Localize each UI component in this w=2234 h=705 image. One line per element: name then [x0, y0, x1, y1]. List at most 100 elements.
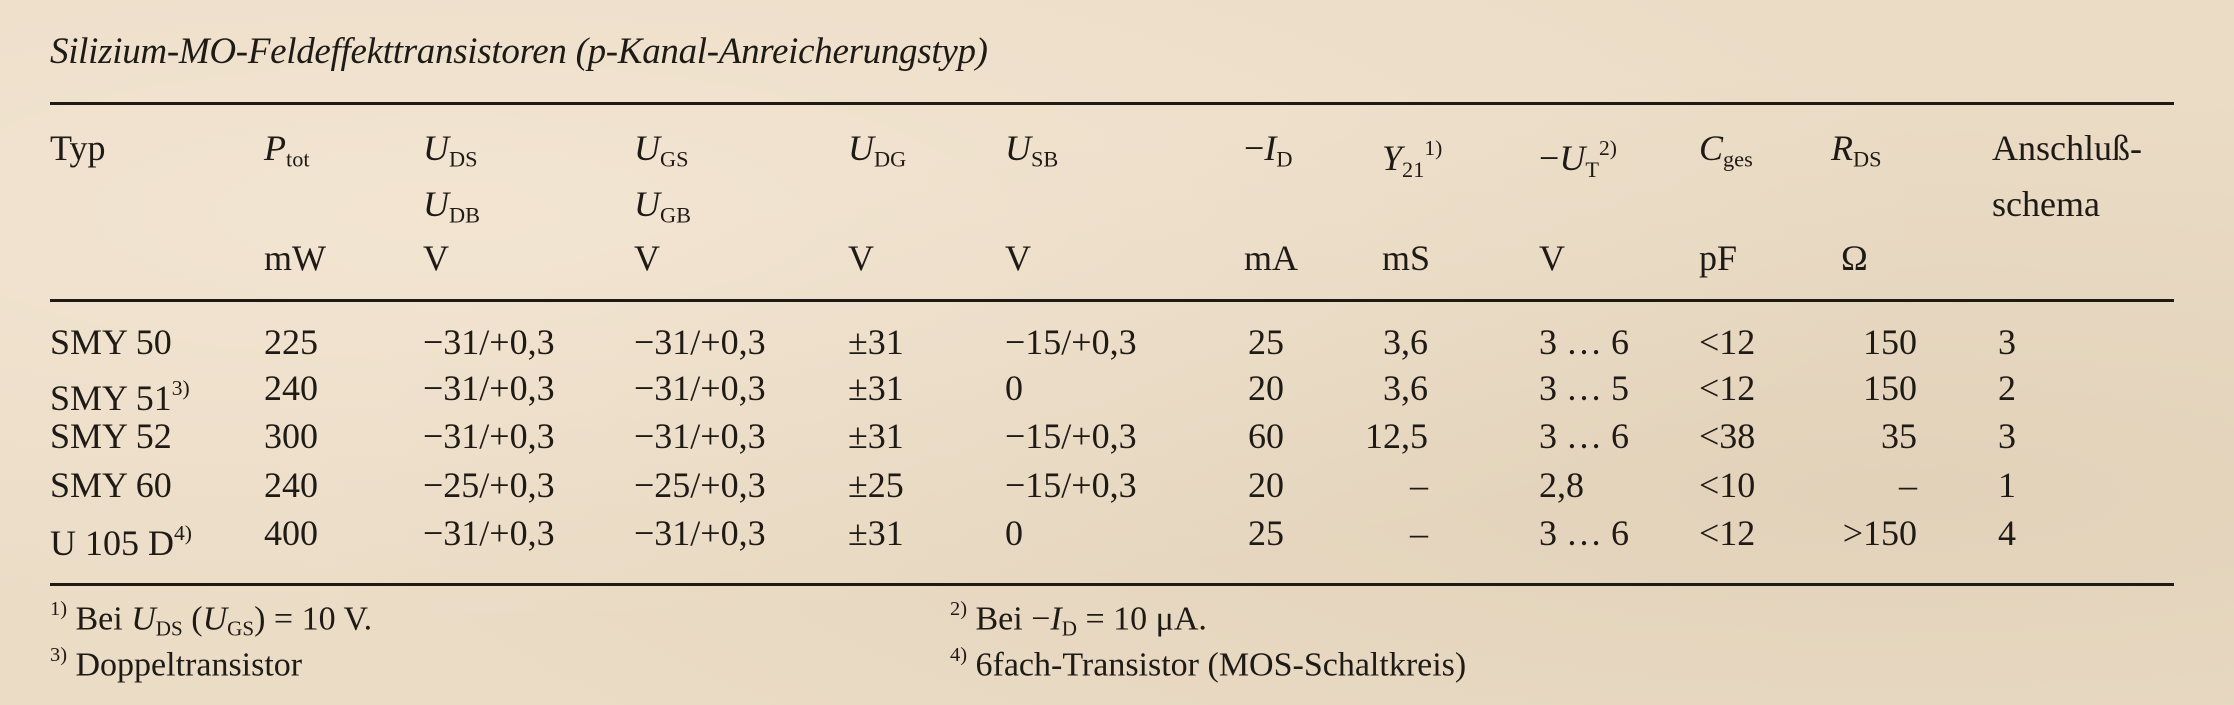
cell-9: <12: [1699, 322, 1756, 362]
footnote-text: Bei −: [975, 600, 1051, 638]
header-5-line1: USB: [1005, 128, 1058, 180]
cell-5: −15/+0,3: [1005, 416, 1137, 456]
cell-8: 3 … 5: [1539, 368, 1629, 408]
footnote-mark: 3): [50, 644, 67, 666]
header-9-unit: pF: [1699, 238, 1738, 278]
subscript: 21: [1402, 156, 1425, 182]
header-10-unit: Ω: [1841, 238, 1868, 278]
cell-5: −15/+0,3: [1005, 465, 1137, 505]
type-name: U 105 D: [50, 523, 174, 564]
subscript: DS: [155, 616, 183, 641]
cell-8: 3 … 6: [1539, 513, 1629, 553]
cell-9: <38: [1699, 416, 1756, 456]
cell-4: ±31: [848, 322, 904, 362]
header-4-unit: V: [848, 238, 874, 278]
footnote-mark: 1): [50, 598, 67, 620]
cell-1: 240: [264, 368, 318, 408]
header-4-line1: UDG: [848, 128, 906, 180]
type-name: SMY 52: [50, 416, 172, 456]
footnote-text: Bei: [75, 600, 132, 638]
symbol: U: [1559, 138, 1586, 179]
footnote-mark: 4): [950, 644, 967, 666]
subscript: GS: [660, 146, 689, 172]
header-9-line1: Cges: [1699, 128, 1753, 180]
cell-3: −25/+0,3: [634, 465, 766, 505]
cell-5: 0: [1005, 513, 1023, 553]
cell-4: ±31: [848, 368, 904, 408]
cell-6: 20: [1248, 368, 1284, 408]
symbol: P: [264, 128, 286, 168]
header-2-line2: UDB: [423, 184, 480, 236]
cell-typ: U 105 D4): [50, 513, 192, 563]
subscript: SB: [1031, 146, 1059, 172]
subscript: GB: [660, 202, 691, 228]
cell-10: >150: [1842, 513, 1917, 553]
header-0-line1: Typ: [50, 128, 105, 168]
cell-typ: SMY 52: [50, 416, 172, 456]
subscript: D: [1276, 146, 1293, 172]
header-6-line1: −ID: [1244, 128, 1292, 180]
symbol: C: [1699, 128, 1724, 168]
header-3-unit: V: [634, 238, 660, 278]
cell-3: −31/+0,3: [634, 513, 766, 553]
cell-9: <12: [1699, 368, 1756, 408]
cell-9: <12: [1699, 513, 1756, 553]
subscript: DS: [1853, 146, 1882, 172]
cell-4: ±25: [848, 465, 904, 505]
cell-6: 60: [1248, 416, 1284, 456]
header-7-line1: Y211): [1382, 128, 1442, 190]
cell-typ: SMY 60: [50, 465, 172, 505]
footnote-ref: 4): [174, 521, 192, 545]
header-rule: [50, 299, 2174, 302]
cell-11: 3: [1998, 416, 2016, 456]
symbol: Y: [1382, 138, 1403, 179]
cell-5: −15/+0,3: [1005, 322, 1137, 362]
footnote-text: 6fach-Transistor (MOS-Schaltkreis): [975, 646, 1467, 684]
header-1-line1: Ptot: [264, 128, 310, 180]
symbol: U: [634, 184, 660, 224]
symbol: R: [1831, 128, 1853, 168]
symbol: U: [1005, 128, 1031, 168]
header-2-line1: UDS: [423, 128, 478, 180]
minus-sign: −: [1539, 138, 1560, 179]
cell-2: −31/+0,3: [423, 416, 555, 456]
symbol: I: [1264, 128, 1277, 168]
type-name: SMY 50: [50, 322, 172, 362]
symbol: U: [848, 128, 874, 168]
subscript: DB: [449, 202, 480, 228]
subscript: D: [1061, 616, 1077, 641]
footnote-text: = 10 μA.: [1076, 600, 1207, 638]
cell-10: 150: [1863, 368, 1917, 408]
cell-7: 3,6: [1383, 322, 1428, 362]
header-3-line2: UGB: [634, 184, 691, 236]
footnote-text: ) = 10 V.: [254, 600, 373, 638]
footnote-text: (: [182, 600, 203, 638]
header-6-unit: mA: [1244, 238, 1298, 278]
header-7-unit: mS: [1382, 238, 1431, 278]
cell-7: 3,6: [1383, 368, 1428, 408]
cell-7: –: [1410, 513, 1428, 553]
symbol: Typ: [50, 128, 106, 168]
cell-10: 35: [1881, 416, 1917, 456]
header-8-unit: V: [1539, 238, 1565, 278]
header-5-unit: V: [1005, 238, 1031, 278]
cell-10: 150: [1863, 322, 1917, 362]
header-3-line1: UGS: [634, 128, 689, 180]
table-title: Silizium-MO-Feldeffekttransistoren (p-Ka…: [50, 31, 988, 72]
footnote-mark: 2): [950, 598, 967, 620]
subscript: DG: [874, 146, 907, 172]
subscript: GS: [227, 616, 255, 641]
symbol: U: [131, 600, 156, 638]
subscript: DS: [449, 146, 478, 172]
cell-2: −31/+0,3: [423, 513, 555, 553]
minus-sign: −: [1244, 128, 1265, 168]
cell-7: 12,5: [1365, 416, 1428, 456]
cell-6: 25: [1248, 513, 1284, 553]
cell-8: 2,8: [1539, 465, 1584, 505]
cell-5: 0: [1005, 368, 1023, 408]
cell-7: –: [1410, 465, 1428, 505]
cell-1: 400: [264, 513, 318, 553]
type-name: SMY 60: [50, 465, 172, 505]
cell-11: 2: [1998, 368, 2016, 408]
type-name: SMY 51: [50, 378, 172, 419]
